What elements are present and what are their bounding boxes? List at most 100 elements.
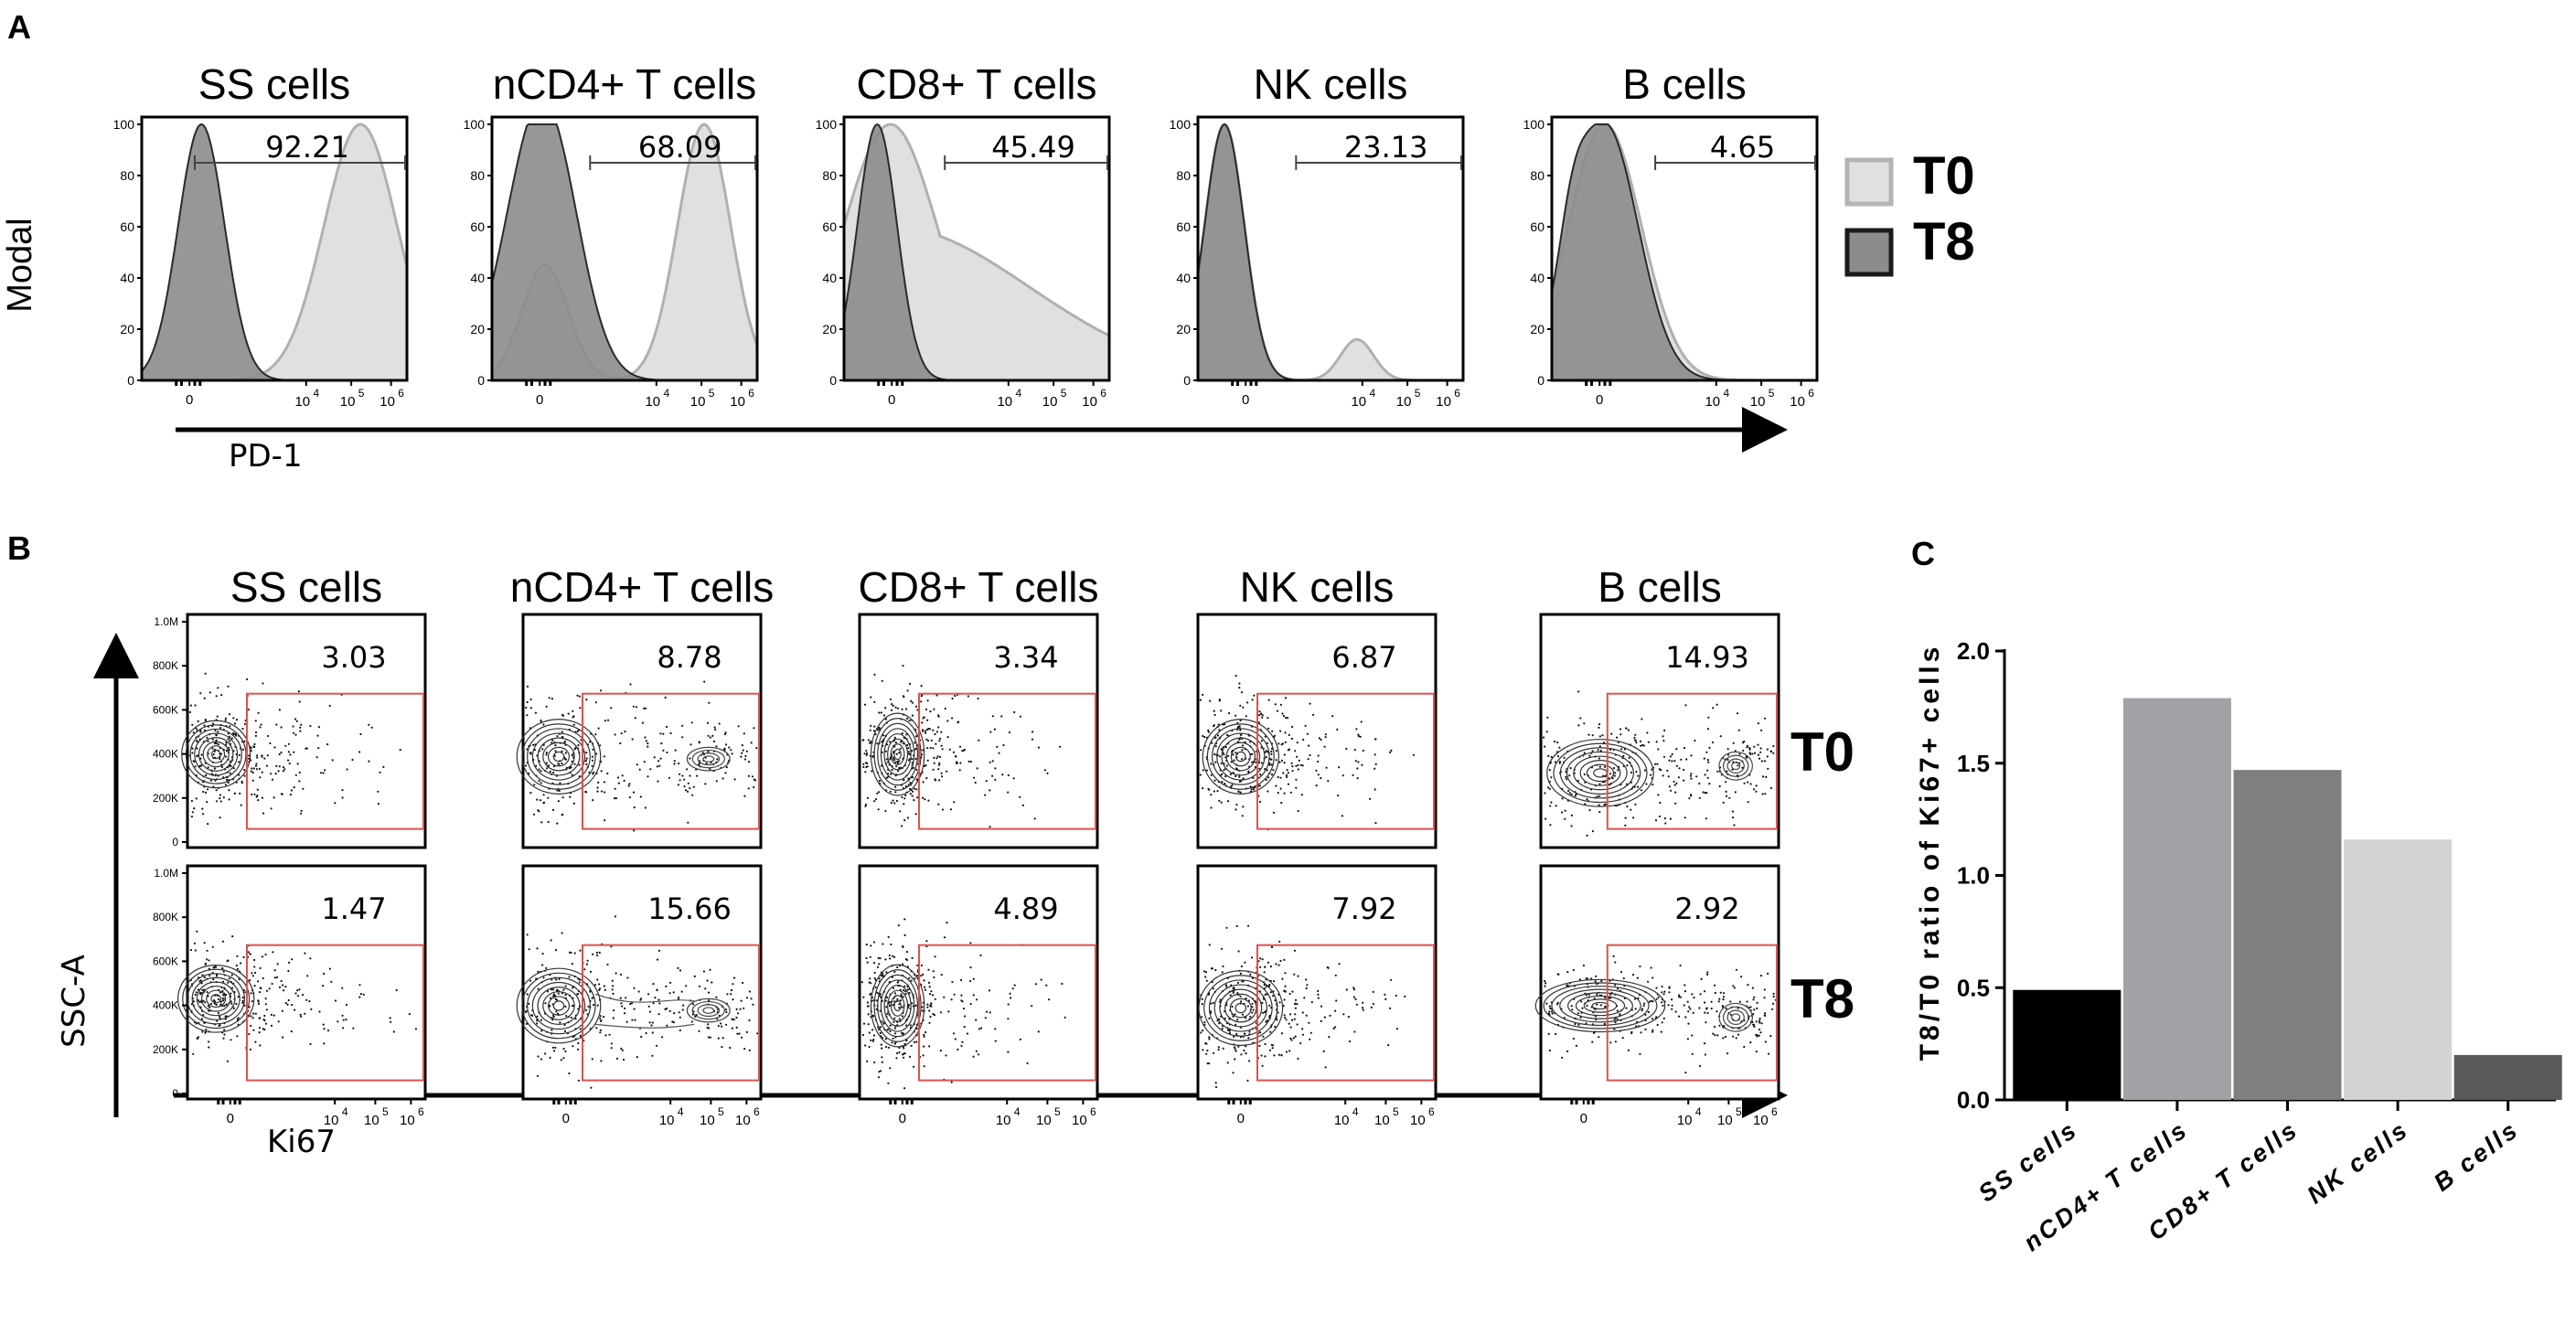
contour-ring-secondary (691, 1000, 725, 1020)
event-dot (984, 1017, 987, 1019)
event-dot (924, 798, 926, 801)
event-dot (1721, 1005, 1724, 1008)
event-dot (205, 1028, 208, 1031)
event-dot (896, 760, 899, 763)
event-dot (229, 772, 231, 774)
event-dot (542, 976, 545, 979)
event-dot (537, 970, 540, 973)
event-dot (872, 1034, 876, 1037)
event-dot (379, 771, 381, 774)
histogram-xtick-base: 10 (690, 394, 706, 410)
event-dot (1663, 729, 1666, 732)
event-dot (1642, 744, 1645, 747)
event-dot (540, 782, 542, 784)
event-dot (1545, 982, 1547, 985)
histogram-ytick: 0 (1537, 373, 1545, 388)
event-dot (287, 759, 290, 762)
event-dot (913, 799, 915, 802)
histogram-frame (490, 115, 759, 382)
event-dot (984, 794, 987, 796)
event-dot (1390, 978, 1393, 981)
event-dot (549, 770, 551, 774)
event-dot (1312, 713, 1315, 717)
event-dot (1213, 710, 1215, 712)
event-dot (1221, 1028, 1224, 1030)
event-dot (1658, 768, 1661, 771)
event-dot (888, 954, 891, 956)
event-dot (1675, 764, 1678, 767)
event-dot (887, 935, 890, 938)
event-dot (911, 714, 914, 717)
event-dot (1614, 961, 1617, 964)
event-dot (1223, 753, 1225, 756)
event-dot (1270, 758, 1273, 761)
event-dot (928, 728, 932, 731)
event-dot (261, 955, 264, 958)
event-dot (258, 1027, 261, 1030)
event-dot (1251, 1002, 1254, 1005)
event-dot (709, 1036, 712, 1039)
event-dot (937, 726, 940, 729)
event-dot (281, 1009, 283, 1012)
event-dot (1246, 1079, 1249, 1082)
event-dot (585, 791, 588, 794)
event-dot (624, 1012, 626, 1015)
event-dot (1743, 782, 1746, 784)
event-dot (529, 752, 532, 755)
event-dot (943, 996, 946, 998)
event-dot (1210, 774, 1213, 776)
event-dot (241, 728, 244, 731)
contour-ring (1543, 982, 1658, 1030)
event-dot (579, 1034, 583, 1037)
event-dot (678, 762, 680, 765)
event-dot (683, 778, 686, 781)
event-dot (1267, 717, 1269, 720)
contour-xtick-base: 10 (1036, 1113, 1052, 1128)
event-dot (273, 796, 275, 799)
event-dot (525, 1022, 529, 1025)
contour-xtick-base: 10 (364, 1113, 379, 1128)
event-dot (1304, 724, 1307, 728)
event-dot (258, 767, 261, 771)
legend-swatch-t0 (1844, 157, 1894, 207)
event-dot (647, 745, 649, 748)
event-dot (1282, 772, 1285, 774)
event-dot (564, 985, 567, 987)
event-dot (946, 720, 949, 722)
event-dot (1037, 746, 1041, 749)
event-dot (1352, 987, 1355, 989)
event-dot (1317, 760, 1320, 763)
histogram-ytick: 0 (127, 373, 134, 388)
histogram-ytick: 80 (470, 168, 485, 183)
contour-ring-secondary (1731, 762, 1741, 771)
event-dot (197, 999, 199, 1002)
event-dot (258, 1031, 261, 1034)
event-dot (1280, 759, 1284, 763)
event-dot (554, 949, 558, 952)
event-dot (382, 765, 385, 769)
event-dot (747, 787, 750, 790)
event-dot (1588, 808, 1591, 812)
event-dot (923, 979, 925, 982)
histogram-xtick-base: 10 (1436, 394, 1451, 410)
event-dot (938, 755, 942, 759)
event-dot (1645, 783, 1648, 785)
event-dot (914, 787, 916, 790)
event-dot (235, 964, 238, 967)
event-dot (1609, 1041, 1612, 1044)
contour-ring (1553, 742, 1648, 804)
event-dot (725, 1023, 728, 1026)
event-dot (724, 731, 727, 734)
event-dot (578, 981, 581, 984)
event-dot (913, 1065, 915, 1068)
event-dot (211, 945, 214, 948)
event-dot (1671, 998, 1673, 1001)
event-dot (1227, 711, 1231, 715)
event-dot (1616, 736, 1619, 739)
event-dot (1317, 774, 1320, 776)
event-dot (1203, 1023, 1206, 1026)
event-dot (1757, 743, 1759, 746)
event-dot (1007, 1018, 1010, 1020)
event-dot (867, 1023, 870, 1026)
